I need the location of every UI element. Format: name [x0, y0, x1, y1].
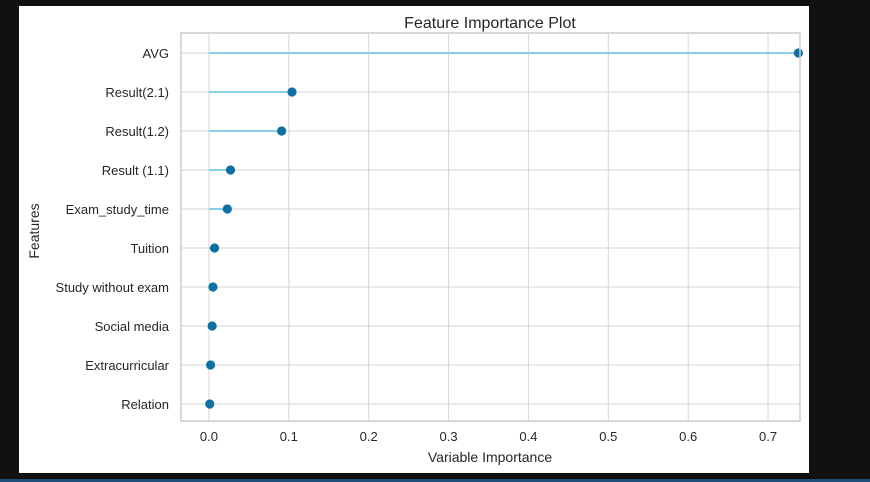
y-tick-label: Result (1.1) — [102, 163, 169, 178]
window-bottom-border — [0, 479, 870, 482]
x-tick-label: 0.6 — [679, 429, 697, 444]
plot-frame — [180, 32, 801, 422]
y-tick-labels: AVG Result(2.1) Result(1.2) Result (1.1) Exa… — [56, 46, 170, 412]
marker — [287, 87, 297, 97]
x-tick-label: 0.4 — [519, 429, 537, 444]
y-tick-label: Result(1.2) — [105, 124, 169, 139]
feature-importance-chart: Feature Importance Plot AVG Result(2.1) Re… — [26, 15, 804, 465]
marker — [205, 360, 216, 370]
x-axis-label: Variable Importance — [428, 449, 552, 465]
chart-title: Feature Importance Plot — [404, 15, 576, 32]
marker — [205, 399, 215, 409]
chart-figure: Feature Importance Plot AVG Result(2.1) Re… — [19, 6, 809, 473]
marker — [209, 243, 220, 253]
x-tick-label: 0.2 — [360, 429, 378, 444]
y-tick-label: Result(2.1) — [105, 85, 169, 100]
marker — [208, 282, 218, 292]
marker — [277, 126, 287, 136]
x-tick-label: 0.1 — [280, 429, 298, 444]
y-tick-label: Study without exam — [56, 280, 169, 295]
x-tick-label: 0.0 — [200, 429, 218, 444]
y-tick-label: Relation — [121, 397, 169, 412]
x-tick-labels: 0.0 0.1 0.2 0.3 0.4 0.5 0.6 0.7 — [200, 429, 777, 444]
x-tick-label: 0.3 — [440, 429, 458, 444]
x-tick-label: 0.7 — [759, 429, 777, 444]
stems — [208, 52, 799, 405]
marker — [793, 48, 804, 58]
y-tick-label: Tuition — [130, 241, 169, 256]
marker — [207, 321, 217, 331]
y-tick-label: AVG — [143, 46, 170, 61]
markers — [205, 48, 804, 409]
marker — [225, 165, 236, 175]
y-tick-label: Social media — [95, 319, 170, 334]
marker — [222, 204, 232, 214]
y-tick-label: Extracurricular — [85, 358, 169, 373]
x-tick-label: 0.5 — [599, 429, 617, 444]
y-axis-label: Features — [26, 203, 42, 258]
y-tick-label: Exam_study_time — [66, 202, 169, 217]
